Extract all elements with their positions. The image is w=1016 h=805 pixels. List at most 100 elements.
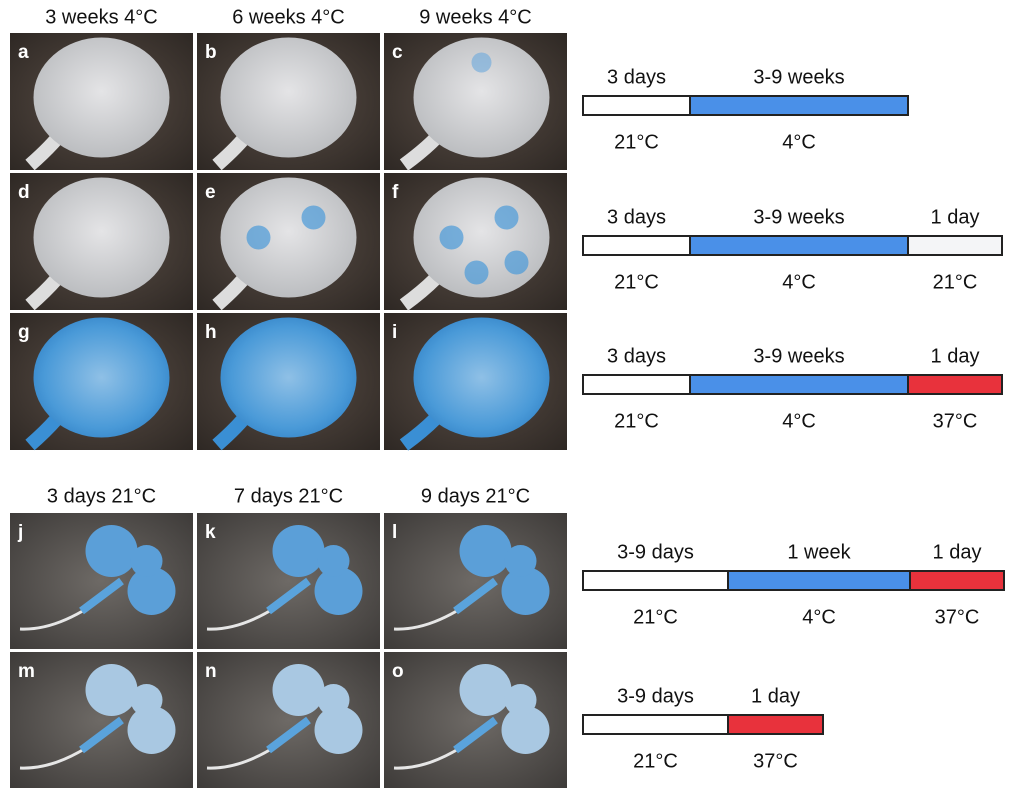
photo-panel: g bbox=[10, 313, 193, 451]
cotyledon bbox=[413, 37, 550, 158]
panel-letter: h bbox=[205, 322, 217, 343]
temperature-label: 21°C bbox=[633, 750, 678, 772]
temperature-label: 37°C bbox=[933, 410, 978, 432]
duration-label: 1 day bbox=[931, 206, 980, 228]
panel-letter: a bbox=[18, 42, 29, 63]
temperature-label: 4°C bbox=[782, 271, 816, 293]
photo-panel: m bbox=[10, 652, 193, 788]
photo-panel: i bbox=[384, 313, 567, 451]
leaf bbox=[459, 525, 512, 577]
cotyledon bbox=[33, 177, 170, 298]
leaf bbox=[501, 567, 550, 615]
duration-label: 1 day bbox=[751, 685, 800, 707]
stem bbox=[453, 577, 498, 615]
duration-label: 3 days bbox=[607, 345, 666, 367]
panel-letter: l bbox=[392, 522, 397, 543]
column-header: 6 weeks 4°C bbox=[232, 6, 345, 28]
stain-spot bbox=[464, 260, 489, 285]
temperature-label: 4°C bbox=[802, 606, 836, 628]
cotyledon bbox=[220, 317, 357, 438]
photo-panel: h bbox=[197, 313, 380, 451]
panel-letter: g bbox=[18, 322, 30, 343]
leaf bbox=[501, 706, 550, 754]
panel-letter: n bbox=[205, 661, 217, 682]
cotyledon bbox=[33, 317, 170, 438]
timeline-segment bbox=[727, 570, 911, 591]
leaf bbox=[272, 525, 325, 577]
timeline-segment bbox=[907, 235, 1003, 256]
duration-label: 3-9 weeks bbox=[753, 66, 844, 88]
timeline: 3 days 21°C 3-9 weeks 4°C 1 day 21°C bbox=[582, 206, 1003, 293]
stem bbox=[453, 716, 498, 754]
stain-spot bbox=[301, 205, 326, 230]
timeline-segment bbox=[909, 570, 1005, 591]
leaf bbox=[130, 545, 163, 577]
timeline-segment bbox=[907, 374, 1003, 395]
timeline-segment bbox=[582, 714, 729, 735]
panel-letter: b bbox=[205, 42, 217, 63]
leaf bbox=[127, 706, 176, 754]
photo-panel: c bbox=[384, 33, 567, 171]
photo-panel: n bbox=[197, 652, 380, 788]
leaf bbox=[314, 706, 363, 754]
cotyledon bbox=[33, 37, 170, 158]
stem bbox=[79, 716, 124, 754]
timeline-segment bbox=[582, 235, 691, 256]
duration-label: 1 week bbox=[787, 541, 851, 563]
timeline: 3 days 21°C 3-9 weeks 4°C 1 day 37°C bbox=[582, 345, 1003, 432]
leaf bbox=[459, 664, 512, 716]
temperature-label: 4°C bbox=[782, 131, 816, 153]
panel-letter: k bbox=[205, 522, 216, 543]
photo-panel: a bbox=[10, 33, 193, 171]
panel-letter: o bbox=[392, 661, 404, 682]
stem bbox=[266, 577, 311, 615]
stem bbox=[79, 577, 124, 615]
leaf bbox=[504, 684, 537, 716]
duration-label: 1 day bbox=[931, 345, 980, 367]
temperature-label: 4°C bbox=[782, 410, 816, 432]
panel-letter: m bbox=[18, 661, 35, 682]
timeline-segment bbox=[689, 235, 909, 256]
panel-letter: c bbox=[392, 42, 403, 63]
photo-panel: o bbox=[384, 652, 567, 788]
leaf bbox=[85, 664, 138, 716]
temperature-label: 21°C bbox=[933, 271, 978, 293]
duration-label: 3-9 days bbox=[617, 541, 694, 563]
duration-label: 1 day bbox=[933, 541, 982, 563]
duration-label: 3 days bbox=[607, 206, 666, 228]
temperature-label: 21°C bbox=[614, 410, 659, 432]
stain-spot bbox=[494, 205, 519, 230]
leaf bbox=[272, 664, 325, 716]
stem bbox=[266, 716, 311, 754]
photo-panel: b bbox=[197, 33, 380, 171]
panel-letter: e bbox=[205, 182, 216, 203]
timeline-segment bbox=[582, 570, 729, 591]
leaf bbox=[130, 684, 163, 716]
photo-panel: k bbox=[197, 513, 380, 649]
panel-letter: j bbox=[17, 522, 23, 543]
column-header: 3 weeks 4°C bbox=[45, 6, 158, 28]
stain-spot bbox=[471, 52, 492, 73]
column-header: 3 days 21°C bbox=[47, 485, 156, 507]
stain-spot bbox=[439, 225, 464, 250]
temperature-label: 37°C bbox=[753, 750, 798, 772]
duration-label: 3-9 days bbox=[617, 685, 694, 707]
leaf bbox=[317, 545, 350, 577]
panel-letter: i bbox=[392, 322, 397, 343]
temperature-label: 21°C bbox=[633, 606, 678, 628]
timeline: 3-9 days 21°C 1 week 4°C 1 day 37°C bbox=[582, 541, 1005, 628]
leaf bbox=[85, 525, 138, 577]
duration-label: 3-9 weeks bbox=[753, 206, 844, 228]
duration-label: 3-9 weeks bbox=[753, 345, 844, 367]
leaf bbox=[127, 567, 176, 615]
leaf bbox=[317, 684, 350, 716]
timeline: 3 days 21°C 3-9 weeks 4°C bbox=[582, 66, 909, 153]
photo-panel: e bbox=[197, 173, 380, 311]
temperature-label: 21°C bbox=[614, 131, 659, 153]
photo-panel: f bbox=[384, 173, 567, 311]
photo-panel: j bbox=[10, 513, 193, 649]
stain-spot bbox=[504, 250, 529, 275]
cotyledon bbox=[413, 317, 550, 438]
timeline-segment bbox=[582, 95, 691, 116]
cotyledon bbox=[220, 177, 357, 298]
